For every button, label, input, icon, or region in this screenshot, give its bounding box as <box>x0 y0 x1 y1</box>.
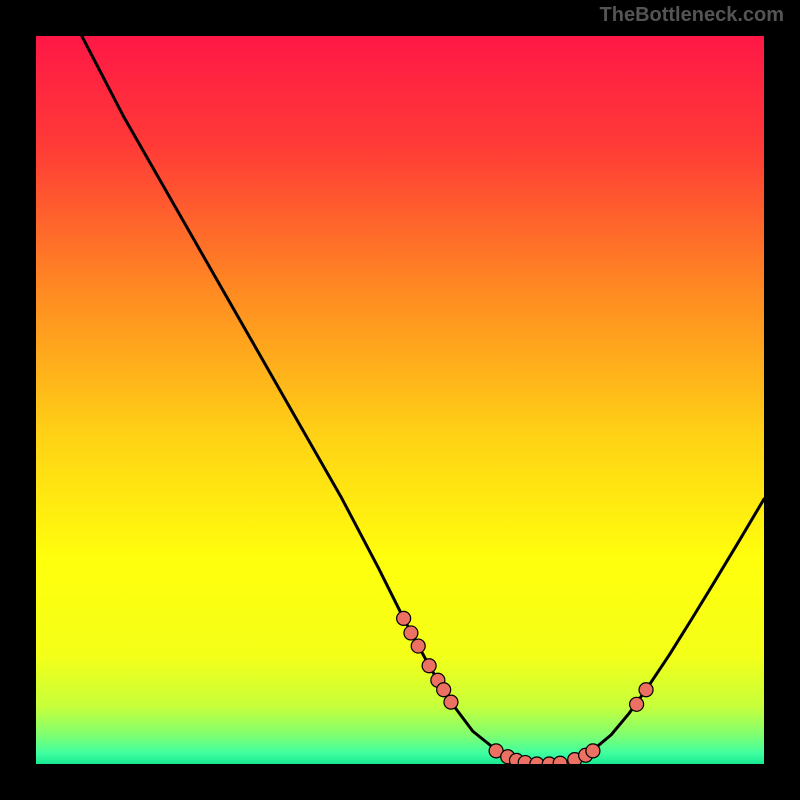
plot-area <box>36 36 764 764</box>
data-marker <box>437 683 451 697</box>
data-marker <box>422 659 436 673</box>
data-markers <box>397 611 653 764</box>
data-marker <box>397 611 411 625</box>
data-marker <box>553 756 567 764</box>
data-marker <box>404 626 418 640</box>
curve-layer <box>36 36 764 764</box>
watermark-text: TheBottleneck.com <box>600 4 784 27</box>
data-marker <box>630 697 644 711</box>
chart-container: TheBottleneck.com <box>0 0 800 800</box>
data-marker <box>639 683 653 697</box>
data-marker <box>586 744 600 758</box>
data-marker <box>411 639 425 653</box>
data-marker <box>444 695 458 709</box>
bottleneck-curve <box>82 36 764 764</box>
